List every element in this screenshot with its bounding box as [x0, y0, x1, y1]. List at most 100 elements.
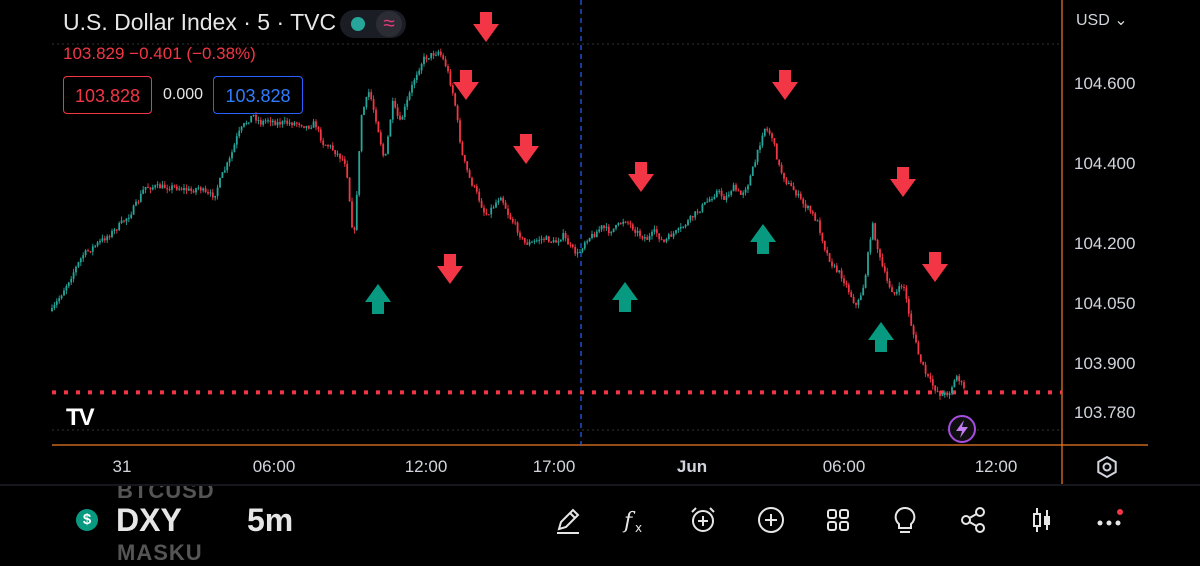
- candle: [91, 246, 94, 252]
- bolt-glyph: [956, 420, 968, 438]
- prev-symbol[interactable]: BTCUSD: [117, 478, 215, 503]
- candle: [139, 193, 142, 202]
- settings-icon[interactable]: [1095, 455, 1119, 479]
- candle: [785, 178, 788, 184]
- candle: [579, 251, 581, 253]
- candle: [490, 207, 493, 215]
- candle: [257, 120, 260, 122]
- candle: [339, 153, 341, 159]
- candle: [583, 242, 586, 249]
- chart-title[interactable]: U.S. Dollar Index · 5 · TVC: [63, 9, 337, 35]
- candle: [735, 184, 737, 191]
- candle: [919, 354, 922, 362]
- share-icon[interactable]: [956, 503, 990, 537]
- candle: [233, 144, 236, 153]
- candle: [807, 205, 809, 209]
- interval[interactable]: 5m: [247, 502, 294, 538]
- candle: [317, 127, 320, 130]
- candle: [715, 190, 718, 197]
- candle: [67, 282, 70, 287]
- pen-icon[interactable]: [551, 503, 585, 537]
- lightbulb-icon[interactable]: [888, 503, 922, 537]
- candle: [511, 219, 514, 223]
- price-chart[interactable]: [0, 0, 1200, 554]
- grid-icon[interactable]: [821, 503, 855, 537]
- candle: [939, 391, 941, 396]
- candle: [936, 390, 939, 392]
- candle: [941, 394, 944, 396]
- candle: [84, 250, 87, 256]
- svg-text:x: x: [635, 521, 642, 535]
- candle: [276, 122, 279, 126]
- candle: [497, 200, 500, 203]
- candle: [708, 199, 711, 202]
- candle: [439, 51, 442, 56]
- symbol-name[interactable]: DXY: [116, 502, 182, 538]
- candle: [115, 229, 118, 231]
- candle: [473, 185, 476, 187]
- candle: [773, 138, 776, 144]
- candle: [132, 205, 135, 215]
- candle: [811, 211, 814, 214]
- currency-selector[interactable]: USD ⌄: [1076, 10, 1128, 30]
- candle: [677, 228, 680, 231]
- candle: [279, 122, 281, 125]
- candle: [504, 202, 507, 209]
- candles-icon[interactable]: [1025, 503, 1059, 537]
- candle: [372, 99, 375, 110]
- alarm-add-icon[interactable]: [686, 503, 720, 537]
- candle-series: [51, 48, 965, 400]
- candle: [156, 184, 159, 186]
- candle: [281, 121, 284, 125]
- candle: [307, 125, 310, 129]
- candle: [605, 226, 608, 228]
- candle: [653, 229, 656, 232]
- chart-grid: [0, 0, 1200, 486]
- candle: [149, 187, 152, 190]
- candle: [600, 225, 603, 230]
- candle: [639, 230, 641, 237]
- sell-button[interactable]: 103.828: [63, 76, 152, 114]
- candle: [387, 136, 389, 154]
- down-arrow-icon: [473, 12, 499, 42]
- candle: [610, 231, 613, 234]
- candle: [929, 376, 932, 380]
- candle: [283, 120, 286, 122]
- candle: [382, 144, 385, 156]
- candle: [660, 239, 663, 241]
- candle: [243, 123, 245, 127]
- candle: [247, 122, 250, 124]
- buy-button[interactable]: 103.828: [213, 76, 303, 114]
- up-arrow-icon: [868, 322, 894, 352]
- candle: [876, 239, 879, 250]
- candle: [214, 195, 217, 198]
- time-label: 06:00: [822, 457, 866, 476]
- candle: [295, 122, 298, 124]
- candle: [737, 190, 740, 192]
- candle: [377, 121, 380, 133]
- candle: [713, 196, 716, 200]
- candle: [197, 187, 200, 189]
- candle: [751, 166, 754, 176]
- candle: [190, 188, 193, 191]
- candle: [415, 74, 418, 80]
- candle: [319, 129, 322, 141]
- time-label: 12:00: [404, 457, 448, 476]
- candle: [682, 226, 685, 228]
- candle: [487, 214, 490, 216]
- candle: [725, 196, 728, 200]
- candle: [521, 237, 524, 239]
- candle: [324, 144, 327, 146]
- candle: [235, 136, 238, 145]
- plus-circle-icon[interactable]: [754, 503, 788, 537]
- candle: [223, 170, 226, 173]
- more-icon[interactable]: [1092, 503, 1126, 537]
- candle: [847, 284, 850, 293]
- candle: [799, 193, 802, 199]
- next-symbol[interactable]: MASKU: [117, 540, 203, 565]
- time-label: Jun: [676, 457, 708, 476]
- candle: [329, 145, 332, 147]
- market-status[interactable]: ≈: [340, 10, 406, 38]
- candle: [127, 217, 130, 219]
